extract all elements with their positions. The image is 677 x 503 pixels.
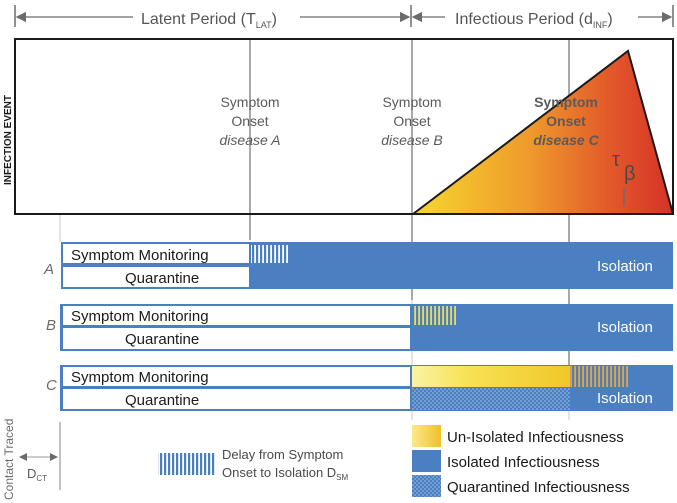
onset-b-label: Symptom Onset disease B xyxy=(381,94,442,148)
onset-a-line3: disease A xyxy=(220,132,281,148)
delay-legend: Delay from Symptom Onset to Isolation DS… xyxy=(158,447,349,482)
contact-traced-annotation: Contact Traced DCT xyxy=(2,419,61,500)
contact-traced-label: Contact Traced xyxy=(2,419,16,500)
row-a-letter: A xyxy=(43,261,54,278)
row-b-quarantine-box xyxy=(61,326,412,351)
infection-timeline-box: INFECTION EVENT Symptom Onset disease A … xyxy=(3,38,675,420)
onset-c-line1: Symptom xyxy=(534,94,598,110)
row-a-isolation-label: Isolation xyxy=(597,258,653,275)
row-b-quarantine-label: Quarantine xyxy=(125,331,199,348)
legend-quarantined-label: Quarantined Infectiousness xyxy=(447,479,630,496)
row-c-quarantine-label: Quarantine xyxy=(125,392,199,409)
tau-symbol: τ xyxy=(612,149,620,171)
row-b: B Symptom Monitoring Quarantine Isolatio… xyxy=(46,304,673,351)
row-c-isolation-label: Isolation xyxy=(597,390,653,407)
onset-c-label: Symptom Onset disease C xyxy=(533,94,599,148)
legend-unisolated-label: Un-Isolated Infectiousness xyxy=(447,429,624,446)
row-a-isolation-bar xyxy=(250,242,673,289)
legend-isolated-swatch xyxy=(412,450,441,472)
row-c-unisolated-segment xyxy=(412,366,570,387)
infection-event-label: INFECTION EVENT xyxy=(3,95,14,185)
delay-legend-line2: Onset to Isolation DSM xyxy=(222,465,349,482)
row-a-monitoring-label: Symptom Monitoring xyxy=(71,247,209,264)
latent-period-label: Latent Period (TLAT) xyxy=(141,11,277,30)
legend-unisolated-swatch xyxy=(412,425,441,447)
row-b-letter: B xyxy=(46,317,56,334)
legend-quarantined-swatch xyxy=(412,475,441,497)
onset-c-line2: Onset xyxy=(546,113,586,129)
onset-a-line1: Symptom xyxy=(220,94,279,110)
delay-legend-swatch xyxy=(158,453,216,475)
row-a-delay xyxy=(251,245,288,263)
row-a-monitoring-box xyxy=(61,242,251,265)
legend-isolated-label: Isolated Infectiousness xyxy=(447,454,600,471)
color-legend: Un-Isolated Infectiousness Isolated Infe… xyxy=(412,425,630,497)
infectious-period-label: Infectious Period (dINF) xyxy=(455,11,613,30)
row-b-delay xyxy=(412,306,457,325)
main-frame xyxy=(14,38,674,215)
row-c-quarantine-box xyxy=(61,387,412,411)
onset-b-line2: Onset xyxy=(393,113,430,129)
onset-c-line3: disease C xyxy=(533,132,599,148)
row-a-quarantine-box xyxy=(61,265,251,289)
onset-b-line3: disease B xyxy=(381,132,442,148)
row-c-letter: C xyxy=(46,377,57,394)
delay-legend-line1: Delay from Symptom xyxy=(222,447,343,462)
period-header: Latent Period (TLAT) Infectious Period (… xyxy=(14,5,674,30)
row-b-monitoring-label: Symptom Monitoring xyxy=(71,308,209,325)
beta-symbol: β xyxy=(624,163,636,185)
row-c: C Symptom Monitoring Quarantine Isolatio… xyxy=(46,365,673,411)
row-a-quarantine-label: Quarantine xyxy=(125,270,199,287)
onset-a-label: Symptom Onset disease A xyxy=(220,94,281,148)
row-b-isolation-label: Isolation xyxy=(597,319,653,336)
onset-b-line1: Symptom xyxy=(382,94,441,110)
row-c-monitoring-label: Symptom Monitoring xyxy=(71,369,209,386)
row-c-quarantined-segment xyxy=(412,388,570,410)
row-c-delay xyxy=(570,366,630,387)
onset-a-line2: Onset xyxy=(231,113,268,129)
row-a: A Symptom Monitoring Quarantine Isolatio… xyxy=(43,242,673,289)
dct-label: DCT xyxy=(27,466,47,483)
